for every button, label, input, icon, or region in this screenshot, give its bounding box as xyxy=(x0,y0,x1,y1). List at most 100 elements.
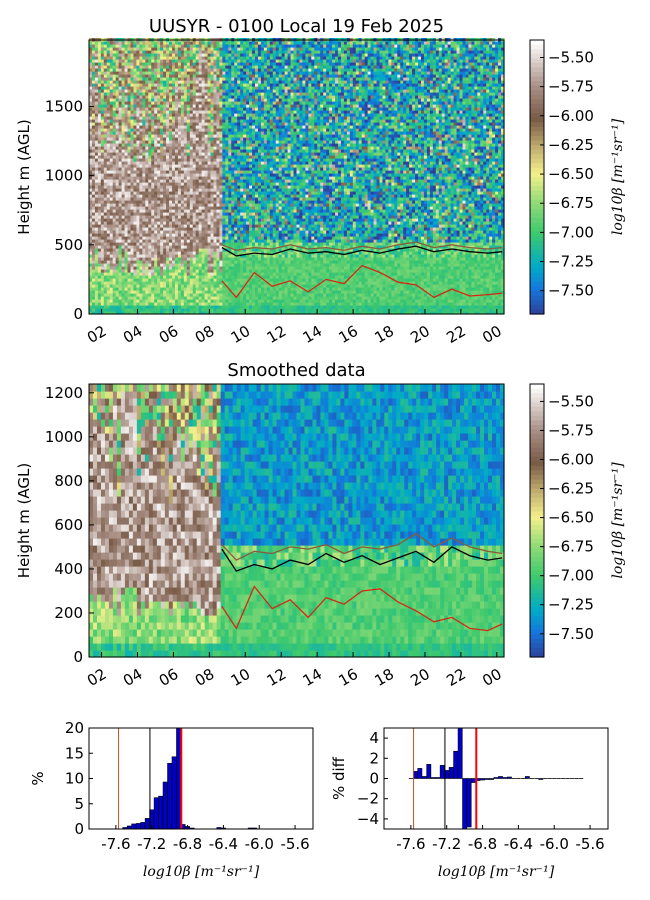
heatmap-cell xyxy=(97,308,102,312)
heatmap-cell xyxy=(145,161,149,165)
heatmap-cell xyxy=(94,86,99,90)
heatmap-cell xyxy=(139,77,143,81)
heatmap-cell xyxy=(91,206,96,210)
heatmap-cell xyxy=(154,200,158,204)
heatmap-cell xyxy=(115,80,120,84)
heatmap-cell xyxy=(148,260,152,264)
heatmap-cell xyxy=(139,188,143,192)
heatmap-cell xyxy=(106,65,111,69)
heatmap-cell xyxy=(112,77,117,81)
heatmap-cell xyxy=(115,275,120,279)
heatmap-cell xyxy=(100,212,105,216)
heatmap-cell xyxy=(97,149,102,153)
heatmap-cell xyxy=(136,311,140,315)
heatmap-cell xyxy=(118,161,123,165)
heatmap-cell xyxy=(89,86,93,90)
heatmap-cell xyxy=(89,89,93,93)
heatmap-cell xyxy=(121,239,126,243)
heatmap-cell xyxy=(115,281,120,285)
heatmap-cell xyxy=(121,113,126,117)
heatmap-cell xyxy=(154,209,158,213)
heatmap-cell xyxy=(100,77,105,81)
heatmap-cell xyxy=(100,167,105,171)
heatmap-cell xyxy=(106,47,111,51)
heatmap-cell xyxy=(112,278,117,282)
heatmap-cell xyxy=(139,80,143,84)
heatmap-cell xyxy=(91,86,96,90)
heatmap-cell xyxy=(124,200,129,204)
heatmap-cell xyxy=(94,299,99,303)
heatmap-cell xyxy=(94,104,99,108)
heatmap-cell xyxy=(106,155,111,159)
heatmap-cell xyxy=(139,290,143,294)
heatmap-cell xyxy=(97,44,102,48)
heatmap-cell xyxy=(106,104,111,108)
heatmap-cell xyxy=(94,146,99,150)
heatmap-cell xyxy=(142,143,146,147)
heatmap-cell xyxy=(97,65,102,69)
heatmap-cell xyxy=(145,131,149,135)
heatmap-cell xyxy=(124,230,129,234)
heatmap-cell xyxy=(91,131,96,135)
heatmap-cell xyxy=(112,41,117,45)
heatmap-cell xyxy=(124,74,129,78)
heatmap-cell xyxy=(127,296,132,300)
heatmap-cell xyxy=(103,230,108,234)
heatmap-cell xyxy=(103,50,108,54)
heatmap-cell xyxy=(136,239,140,243)
heatmap-cell xyxy=(100,248,105,252)
heatmap-cell xyxy=(133,179,138,183)
heatmap-cell xyxy=(154,182,158,186)
heatmap-cell xyxy=(142,149,146,153)
heatmap-cell xyxy=(133,269,138,273)
heatmap-cell xyxy=(89,278,93,282)
heatmap-cell xyxy=(106,113,111,117)
heatmap-cell xyxy=(112,212,117,216)
heatmap-cell xyxy=(151,47,155,51)
heatmap-cell xyxy=(112,164,117,168)
heatmap-cell xyxy=(103,233,108,237)
heatmap-cell xyxy=(130,77,135,81)
heatmap-cell xyxy=(97,281,102,285)
heatmap-cell xyxy=(139,272,143,276)
heatmap-cell xyxy=(100,206,105,210)
heatmap-cell xyxy=(133,134,138,138)
heatmap-cell xyxy=(136,53,140,57)
heatmap-cell xyxy=(115,74,120,78)
heatmap-cell xyxy=(130,98,135,102)
heatmap-cell xyxy=(115,269,120,273)
heatmap-cell xyxy=(115,83,120,87)
heatmap-cell xyxy=(121,263,126,267)
heatmap-cell xyxy=(100,218,105,222)
heatmap-cell xyxy=(109,71,114,75)
heatmap-cell xyxy=(115,185,120,189)
heatmap-cell xyxy=(97,215,102,219)
heatmap-cell xyxy=(118,191,123,195)
heatmap-cell xyxy=(151,41,155,45)
heatmap-cell xyxy=(97,98,102,102)
heatmap-cell xyxy=(121,131,126,135)
heatmap-cell xyxy=(118,242,123,246)
heatmap-cell xyxy=(97,206,102,210)
heatmap-cell xyxy=(91,104,96,108)
heatmap-cell xyxy=(148,122,152,126)
heatmap-cell xyxy=(103,215,108,219)
heatmap-cell xyxy=(127,230,132,234)
heatmap-cell xyxy=(112,275,117,279)
heatmap-cell xyxy=(154,308,158,312)
heatmap-cell xyxy=(89,182,93,186)
heatmap-cell xyxy=(151,125,155,129)
heatmap-cell xyxy=(154,239,158,243)
heatmap-cell xyxy=(142,245,146,249)
heatmap-cell xyxy=(121,86,126,90)
heatmap-cell xyxy=(142,137,146,141)
heatmap-cell xyxy=(118,257,123,261)
heatmap-cell xyxy=(118,140,123,144)
heatmap-cell xyxy=(148,158,152,162)
heatmap-cell xyxy=(94,131,99,135)
heatmap-cell xyxy=(121,287,126,291)
heatmap-cell xyxy=(142,242,146,246)
heatmap-cell xyxy=(112,221,117,225)
heatmap-cell xyxy=(100,59,105,63)
heatmap-cell xyxy=(97,227,102,231)
